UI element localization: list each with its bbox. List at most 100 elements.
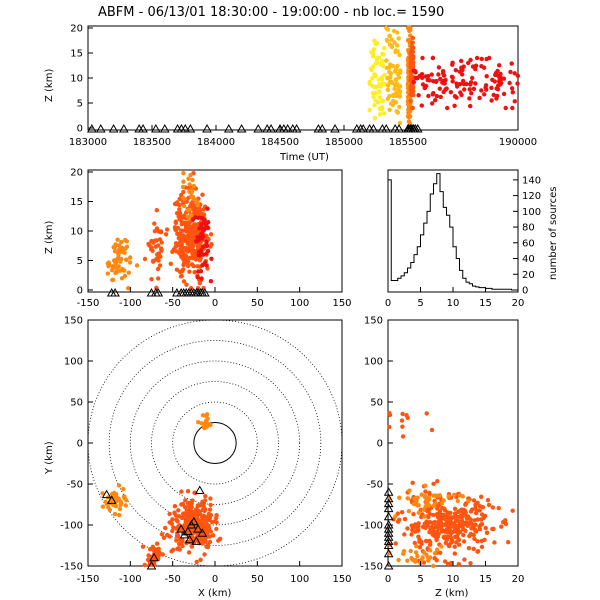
source-point <box>471 86 477 92</box>
x-tick-label: 50 <box>251 298 264 309</box>
x-tick-label: 183500 <box>133 137 171 148</box>
source-point <box>103 499 108 504</box>
source-point <box>376 77 381 82</box>
y-tick-label: 0 <box>377 439 383 450</box>
source-point <box>110 277 115 283</box>
source-point <box>404 413 409 418</box>
station-triangle <box>383 532 394 541</box>
source-point <box>119 276 125 281</box>
source-point <box>399 418 405 423</box>
source-point <box>484 530 490 535</box>
x-tick-label: 20 <box>512 298 525 309</box>
y-tick-label: 50 <box>70 398 83 409</box>
source-point <box>490 526 495 532</box>
source-point <box>167 511 172 517</box>
source-point <box>204 222 209 228</box>
source-point <box>408 55 413 61</box>
source-point <box>426 507 432 513</box>
source-point <box>422 514 427 519</box>
source-point <box>180 238 186 243</box>
source-point <box>461 507 467 513</box>
source-point <box>117 512 122 518</box>
source-point <box>427 78 432 83</box>
source-point <box>512 71 517 76</box>
source-point <box>188 204 193 209</box>
source-point <box>413 550 419 555</box>
source-point <box>428 548 433 553</box>
source-point <box>155 266 161 272</box>
source-point <box>201 504 206 509</box>
source-point <box>468 57 473 63</box>
source-point <box>512 99 517 104</box>
source-point <box>406 119 412 124</box>
station-triangle <box>368 123 379 133</box>
source-point <box>193 225 198 231</box>
source-point <box>374 59 380 64</box>
source-point <box>168 261 173 266</box>
source-point <box>384 65 389 71</box>
source-point <box>429 72 434 77</box>
source-point <box>367 81 372 87</box>
source-point <box>485 498 491 503</box>
source-point <box>394 109 399 114</box>
source-point <box>411 501 417 507</box>
source-point <box>390 63 396 69</box>
x-height-frame <box>87 169 343 293</box>
source-point <box>172 225 178 230</box>
source-point <box>417 545 423 550</box>
station-triangle <box>383 503 394 513</box>
source-point <box>405 558 410 563</box>
station-triangle <box>138 123 148 133</box>
source-point <box>495 68 500 74</box>
source-point <box>442 81 447 86</box>
source-point <box>181 195 186 201</box>
source-point <box>400 411 405 417</box>
source-point <box>177 210 183 216</box>
source-point <box>452 94 458 99</box>
station-triangle <box>194 485 205 495</box>
source-point <box>427 503 432 508</box>
source-point <box>410 480 415 485</box>
range-ring <box>108 340 322 546</box>
source-point <box>192 270 197 275</box>
source-point <box>443 529 448 534</box>
time-height-panel: 183000 183500 184000 184500 185000 185500 1900… <box>69 24 537 149</box>
source-point <box>113 270 118 276</box>
source-point <box>181 203 187 209</box>
source-point <box>109 267 115 273</box>
source-point <box>113 497 119 502</box>
source-point <box>431 79 436 84</box>
source-point <box>201 519 207 525</box>
source-point <box>180 184 186 190</box>
x-tick-label: -50 <box>164 298 180 309</box>
source-point <box>446 494 451 499</box>
source-point <box>121 494 127 499</box>
source-point <box>370 76 375 81</box>
station-triangle <box>108 123 119 133</box>
source-point <box>450 60 455 65</box>
source-point <box>479 63 484 69</box>
source-point <box>389 80 395 86</box>
source-point <box>205 544 211 550</box>
source-point <box>443 87 448 92</box>
y-tick-label: 100 <box>522 207 541 218</box>
station-triangle <box>330 123 340 133</box>
source-point <box>185 489 191 494</box>
source-point <box>214 513 219 518</box>
source-point <box>479 512 485 517</box>
source-point <box>201 513 207 518</box>
source-point <box>394 81 400 87</box>
source-point <box>444 537 450 542</box>
source-point <box>508 69 513 75</box>
source-point <box>483 525 488 531</box>
source-point <box>105 271 111 276</box>
source-point <box>175 519 180 524</box>
source-point <box>188 286 194 291</box>
source-point <box>492 79 497 84</box>
source-point <box>115 237 120 242</box>
source-point <box>124 239 129 244</box>
source-point <box>437 493 442 498</box>
source-point <box>163 232 169 237</box>
source-point <box>434 512 439 517</box>
